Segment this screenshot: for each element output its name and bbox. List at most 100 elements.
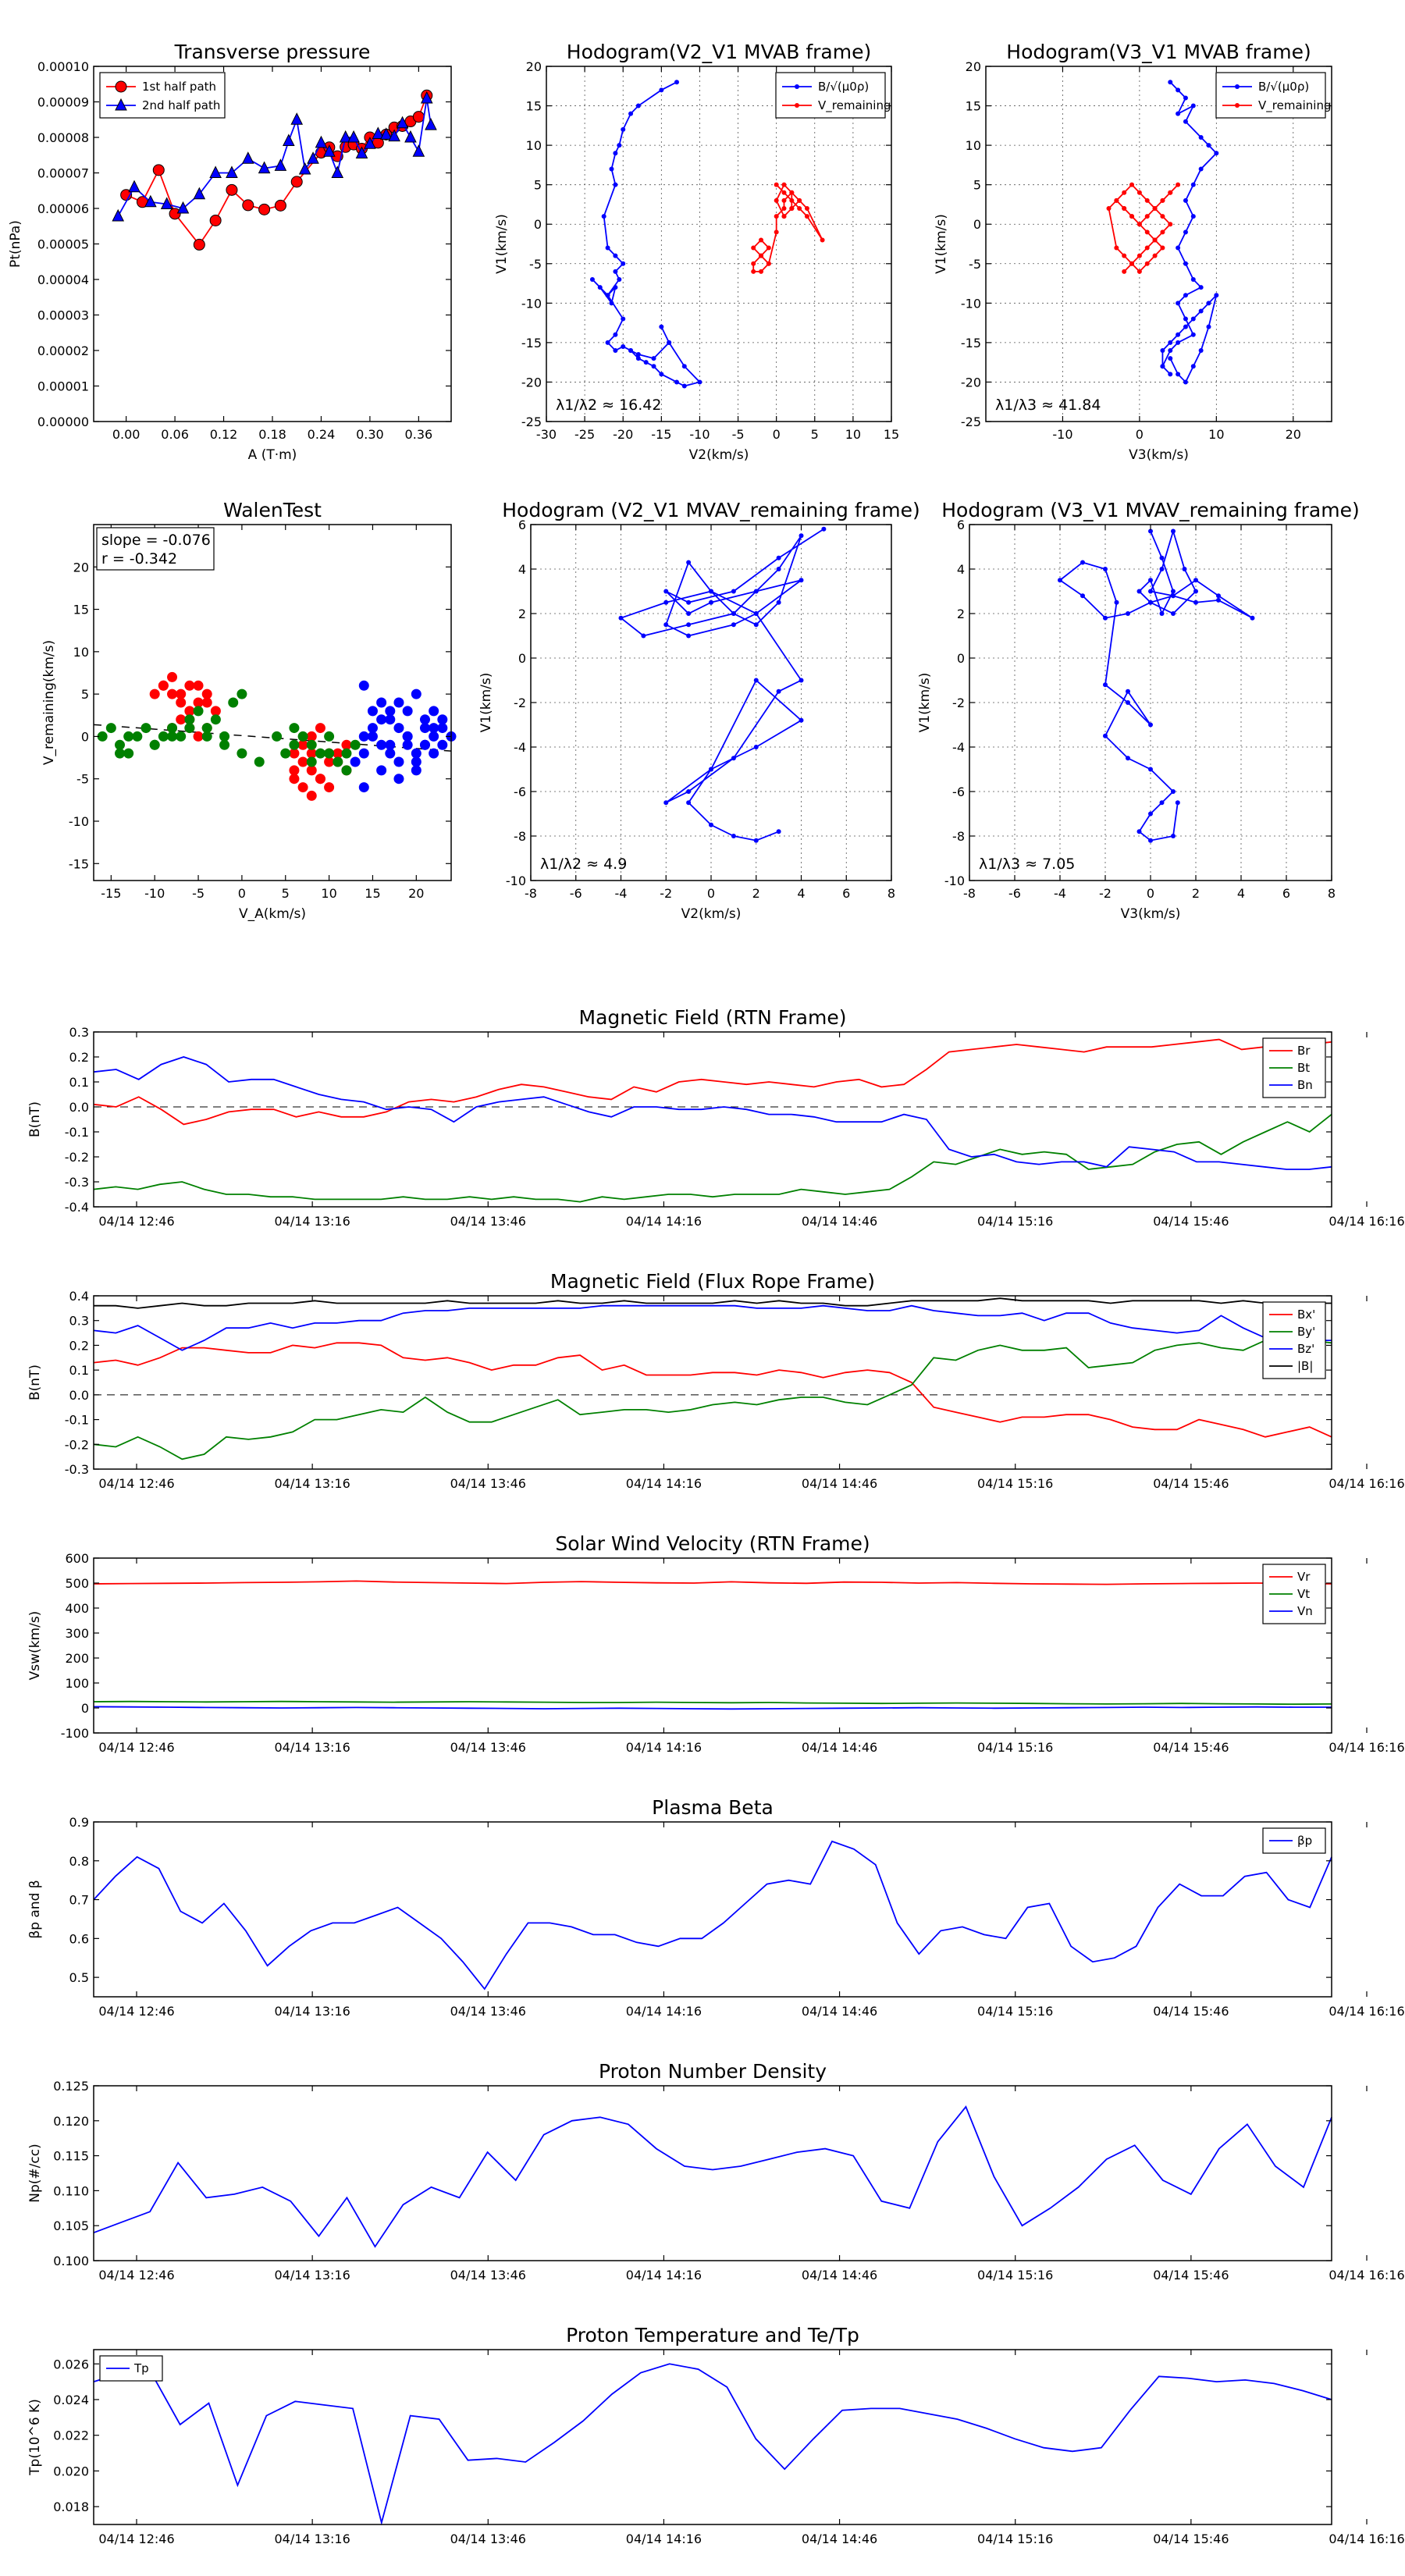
data-point (1176, 332, 1181, 337)
data-point (341, 765, 352, 776)
legend-label: Vt (1297, 1587, 1310, 1601)
data-point (1190, 277, 1196, 282)
series-bt-line (93, 1113, 1332, 1203)
data-point (323, 144, 336, 157)
y-tick-label: -0.3 (65, 1462, 89, 1477)
x-tick-label: 0 (1147, 886, 1154, 901)
series-br-line (93, 1038, 1332, 1126)
data-point (731, 622, 736, 628)
y-tick-label: -25 (521, 415, 542, 429)
y-tick-label: 5 (81, 687, 89, 702)
y-tick-label: 0.5 (69, 1970, 89, 1985)
legend-label: By' (1297, 1325, 1315, 1339)
chart-title: Solar Wind Velocity (RTN Frame) (555, 1532, 870, 1555)
chart-h2r: Hodogram (V2_V1 MVAV_remaining frame)-8-… (478, 499, 920, 922)
data-point (1136, 253, 1142, 258)
y-tick-label: 0 (973, 217, 981, 232)
eigen-ratio-annotation: λ1/λ2 ≈ 16.42 (556, 397, 661, 414)
data-point (193, 680, 204, 691)
time-tick-label: 04/14 15:16 (977, 2004, 1053, 2019)
x-tick-label: -10 (144, 886, 165, 901)
series-by-line (93, 1334, 1332, 1461)
data-point (605, 340, 610, 345)
data-point (298, 162, 311, 175)
data-point (789, 206, 795, 211)
y-tick-label: 0.024 (53, 2393, 89, 2407)
data-point (112, 208, 125, 222)
series-bx-line (93, 1342, 1332, 1438)
time-tick-label: 04/14 13:46 (450, 1214, 526, 1229)
data-point (289, 723, 300, 734)
time-tick-label: 04/14 12:46 (98, 2004, 174, 2019)
data-point (1122, 253, 1127, 258)
y-tick-label: -10 (506, 873, 526, 888)
time-tick-label: 04/14 14:46 (802, 2004, 877, 2019)
series-b----0-- (589, 80, 702, 389)
data-point (324, 748, 335, 759)
y-tick-label: 0.022 (53, 2428, 89, 2443)
data-point (258, 161, 271, 174)
data-point (651, 364, 656, 369)
data-point (123, 731, 134, 742)
r-text: r = -0.342 (101, 550, 177, 568)
y-tick-label: 0.120 (53, 2114, 89, 2129)
data-point (643, 360, 649, 365)
time-tick-label: 04/14 15:16 (977, 1476, 1053, 1491)
y-tick-label: -0.4 (65, 1200, 89, 1215)
data-point (201, 731, 212, 742)
y-tick-label: 0.6 (69, 1931, 89, 1946)
y-axis-label: Np(#/cc) (27, 2144, 43, 2202)
data-point (1198, 348, 1204, 353)
data-point (1103, 567, 1108, 571)
time-tick-label: 04/14 14:16 (626, 1740, 702, 1755)
data-point (420, 91, 433, 104)
y-tick-label: -5 (76, 772, 89, 787)
data-point (635, 352, 641, 358)
time-tick-label: 04/14 15:16 (977, 1214, 1053, 1229)
data-point (306, 790, 317, 801)
legend-box (99, 2355, 163, 2382)
data-point (1168, 348, 1173, 353)
data-point (1250, 615, 1255, 621)
data-point (1183, 95, 1188, 101)
data-point (731, 756, 736, 761)
data-point (789, 190, 795, 195)
time-tick-label: 04/14 12:46 (98, 2532, 174, 2546)
y-tick-label: -15 (69, 856, 89, 871)
time-tick-label: 04/14 16:16 (1329, 1740, 1404, 1755)
data-point (306, 756, 317, 767)
data-point (315, 774, 325, 785)
data-point (297, 756, 308, 767)
data-point (1171, 589, 1176, 594)
y-tick-label: 600 (65, 1551, 89, 1566)
chart-tp: Proton Temperature and Te/Tp 0.018 0.020 0.… (27, 2324, 1405, 2546)
data-point (1148, 722, 1153, 728)
time-tick-label: 04/14 13:46 (450, 1476, 526, 1491)
data-point (1114, 600, 1119, 605)
y-tick-label: 20 (526, 59, 542, 74)
time-tick-label: 04/14 13:46 (450, 2532, 526, 2546)
data-point (613, 151, 618, 156)
data-point (1148, 600, 1153, 605)
data-point (419, 739, 430, 750)
y-tick-label: -5 (529, 257, 542, 272)
y-tick-label: 0.00006 (37, 201, 89, 216)
x-tick-label: 0.30 (356, 427, 384, 442)
time-tick-label: 04/14 14:16 (626, 1214, 702, 1229)
legend-label: 1st half path (142, 80, 216, 94)
y-tick-label: 0.2 (69, 1050, 89, 1065)
data-point (1129, 214, 1135, 219)
data-point (306, 739, 317, 750)
data-point (1152, 237, 1158, 243)
y-tick-label: -0.1 (65, 1125, 89, 1140)
data-point (1206, 143, 1211, 148)
data-point (372, 126, 385, 139)
y-tick-label: 0 (81, 1701, 89, 1716)
data-point (385, 706, 396, 717)
x-tick-label: -8 (963, 886, 976, 901)
data-point (1171, 834, 1176, 838)
y-tick-label: -5 (969, 257, 981, 272)
data-point (1148, 767, 1153, 772)
series-bz-line (93, 1304, 1332, 1351)
data-point (274, 158, 287, 171)
